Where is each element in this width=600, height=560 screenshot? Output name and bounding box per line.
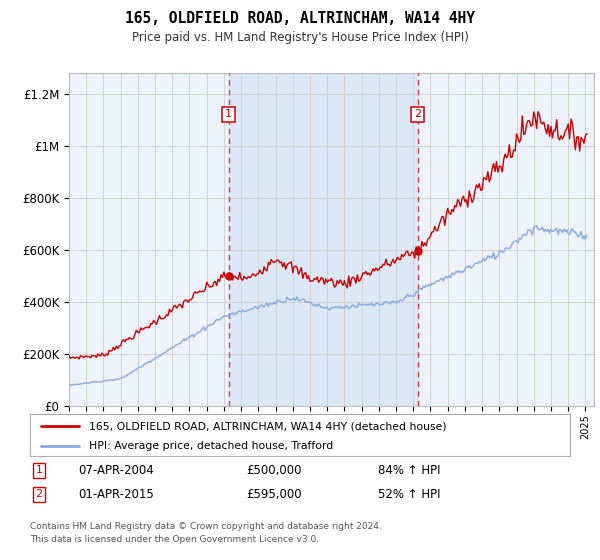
Text: HPI: Average price, detached house, Trafford: HPI: Average price, detached house, Traf… — [89, 441, 334, 451]
Text: 165, OLDFIELD ROAD, ALTRINCHAM, WA14 4HY (detached house): 165, OLDFIELD ROAD, ALTRINCHAM, WA14 4HY… — [89, 421, 447, 431]
Text: 84% ↑ HPI: 84% ↑ HPI — [378, 464, 440, 477]
Bar — [229, 73, 418, 406]
Text: 52% ↑ HPI: 52% ↑ HPI — [378, 488, 440, 501]
Text: 01-APR-2015: 01-APR-2015 — [78, 488, 154, 501]
Text: Contains HM Land Registry data © Crown copyright and database right 2024.
This d: Contains HM Land Registry data © Crown c… — [30, 522, 382, 544]
Text: 1: 1 — [35, 465, 43, 475]
Text: 07-APR-2004: 07-APR-2004 — [78, 464, 154, 477]
Text: 2: 2 — [35, 489, 43, 500]
Text: 2: 2 — [414, 109, 421, 119]
Text: £500,000: £500,000 — [246, 464, 302, 477]
Text: 165, OLDFIELD ROAD, ALTRINCHAM, WA14 4HY: 165, OLDFIELD ROAD, ALTRINCHAM, WA14 4HY — [125, 11, 475, 26]
Text: 1: 1 — [225, 109, 232, 119]
Text: £595,000: £595,000 — [246, 488, 302, 501]
Text: Price paid vs. HM Land Registry's House Price Index (HPI): Price paid vs. HM Land Registry's House … — [131, 31, 469, 44]
